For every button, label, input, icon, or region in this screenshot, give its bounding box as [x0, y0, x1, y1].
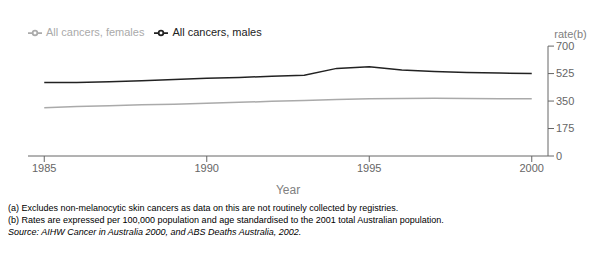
svg-text:2000: 2000: [520, 162, 544, 174]
svg-text:350: 350: [556, 95, 574, 107]
svg-text:Year: Year: [276, 183, 300, 197]
svg-text:700: 700: [556, 40, 574, 52]
html-text:All cancers, males: All cancers, males: [172, 26, 262, 38]
svg-text:1995: 1995: [357, 162, 381, 174]
svg-text:1990: 1990: [195, 162, 219, 174]
svg-text:rate(b): rate(b): [554, 28, 586, 40]
svg-text:1985: 1985: [32, 162, 56, 174]
html-text:All cancers, females: All cancers, females: [46, 26, 145, 38]
svg-text:0: 0: [556, 150, 562, 162]
html-text:(b) Rates are expressed per 10: (b) Rates are expressed per 100,000 popu…: [8, 215, 444, 225]
svg-text:175: 175: [556, 122, 574, 134]
html-text:Source: AIHW Cancer in Austral: Source: AIHW Cancer in Australia 2000, a…: [8, 227, 302, 237]
html-text:(a) Excludes non-melanocytic s: (a) Excludes non-melanocytic skin cancer…: [8, 203, 399, 213]
svg-text:525: 525: [556, 67, 574, 79]
